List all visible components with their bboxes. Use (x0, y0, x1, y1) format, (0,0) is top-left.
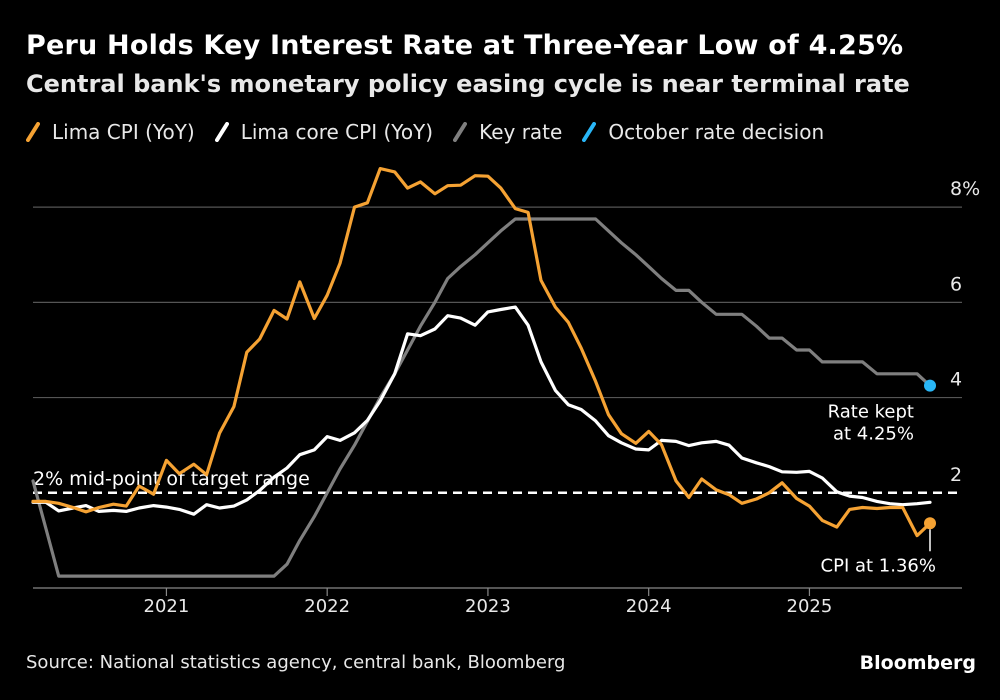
rate-decision-point (924, 379, 936, 392)
legend-label-core-cpi: Lima core CPI (YoY) (240, 120, 434, 144)
legend-swatch-rate-decision (582, 122, 597, 142)
series-line-key-rate (31, 217, 932, 578)
series-layer (31, 167, 932, 578)
legend-item-key-rate: Key rate (453, 120, 562, 144)
legend-label-key-rate: Key rate (479, 120, 563, 144)
latest-cpi-point (924, 517, 936, 530)
chart-legend: Lima CPI (YoY) Lima core CPI (YoY) Key r… (26, 120, 824, 144)
reference-line-group: 2% mid-point of target range (33, 468, 962, 495)
y-tick-label-2: 2 (950, 464, 962, 486)
legend-label-rate-decision: October rate decision (608, 120, 825, 144)
x-tick-label-2024: 2024 (626, 596, 672, 617)
legend-swatch-key-rate (453, 122, 468, 142)
legend-swatch-cpi (26, 122, 40, 142)
y-tick-label-8: 8% (950, 178, 980, 200)
y-tick-label-6: 6 (950, 273, 962, 295)
legend-swatch-core-cpi (214, 122, 229, 142)
rate-kept-annotation-line1: Rate kept (828, 402, 914, 423)
y-tick-label-4: 4 (950, 369, 962, 391)
target-midpoint-label: 2% mid-point of target range (33, 468, 310, 490)
chart-title: Peru Holds Key Interest Rate at Three-Ye… (26, 30, 904, 61)
annotations: Rate kept at 4.25% CPI at 1.36% (821, 379, 936, 576)
rate-kept-annotation-line2: at 4.25% (833, 424, 914, 445)
bloomberg-logo: Bloomberg (859, 652, 976, 674)
chart-subtitle: Central bank's monetary policy easing cy… (26, 70, 910, 98)
x-axis: 2021 2022 2023 2024 2025 (33, 587, 962, 617)
series-line-cpi (31, 167, 932, 538)
legend-label-cpi: Lima CPI (YoY) (52, 120, 195, 144)
grid-layer: 2 4 6 8% (33, 178, 980, 486)
cpi-annotation: CPI at 1.36% (821, 555, 936, 576)
legend-item-rate-decision: October rate decision (582, 120, 824, 144)
legend-item-cpi: Lima CPI (YoY) (26, 120, 195, 144)
x-tick-label-2022: 2022 (304, 596, 350, 617)
legend-item-core-cpi: Lima core CPI (YoY) (214, 120, 434, 144)
source-note: Source: National statistics agency, cent… (26, 652, 566, 673)
series-line-core-cpi (31, 305, 932, 516)
x-tick-label-2021: 2021 (144, 596, 190, 617)
x-tick-label-2023: 2023 (465, 596, 511, 617)
x-tick-label-2025: 2025 (787, 596, 833, 617)
